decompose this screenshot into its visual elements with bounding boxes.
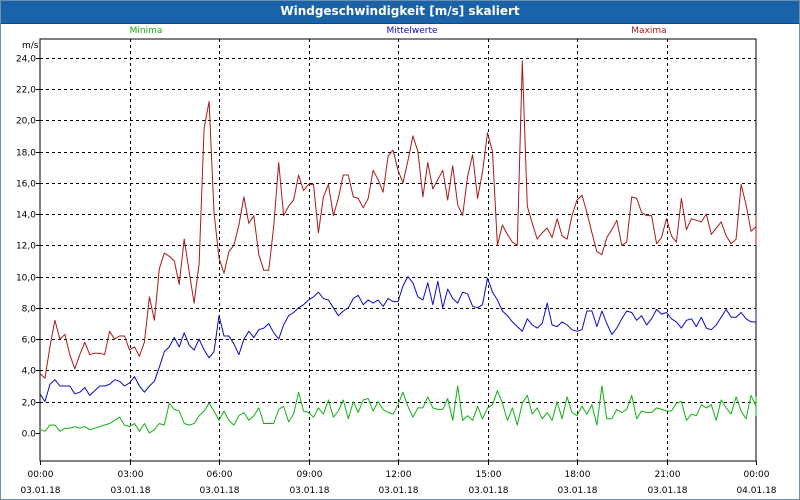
series-lines [39, 60, 757, 434]
axis-ticks: 0.0 2,0 4,0 6,0 8,0 10,0 12,0 14,0 16,0 18,0 20,0 2… [16, 55, 777, 497]
x-tick-date-label: 03.01.18 [647, 486, 687, 496]
y-tick-label: 18,0 [16, 149, 36, 159]
x-tick-date-label: 03.01.18 [199, 486, 239, 496]
y-tick-label: 14,0 [16, 211, 36, 221]
x-tick-time-label: 15:00 [476, 470, 502, 480]
series-line-mittelwerte [39, 276, 757, 403]
y-tick-label: 2,0 [22, 399, 37, 409]
x-tick-time-label: 18:00 [565, 470, 591, 480]
x-tick-time-label: 06:00 [207, 470, 233, 480]
x-tick-date-label: 03.01.18 [289, 486, 329, 496]
legend-item-mittelwerte: Mittelwerte [386, 26, 437, 36]
x-tick-time-label: 21:00 [655, 470, 681, 480]
y-tick-label: 8,0 [22, 305, 37, 315]
x-tick-date-label: 03.01.18 [468, 486, 508, 496]
legend: Minima Mittelwerte Maxima [130, 26, 667, 36]
x-tick-date-label: 03.01.18 [110, 486, 150, 496]
y-tick-label: 4,0 [22, 367, 37, 377]
y-tick-label: 10,0 [16, 274, 36, 284]
x-tick-time-label: 12:00 [386, 470, 412, 480]
series-line-minima [39, 385, 757, 434]
x-tick-time-label: 09:00 [297, 470, 323, 480]
legend-item-maxima: Maxima [631, 26, 666, 36]
x-tick-time-label: 00:00 [744, 470, 770, 480]
x-tick-date-label: 04.01.18 [736, 486, 776, 496]
y-tick-label: 0.0 [22, 430, 37, 440]
y-tick-label: 20,0 [16, 117, 36, 127]
y-tick-label: 6,0 [22, 336, 37, 346]
x-tick-time-label: 00:00 [28, 470, 54, 480]
series-line-maxima [39, 60, 757, 379]
x-tick-time-label: 03:00 [118, 470, 144, 480]
y-tick-label: 24,0 [16, 55, 36, 65]
x-tick-date-label: 03.01.18 [20, 486, 60, 496]
window-title: Windgeschwindigkeit [m/s] skaliert [280, 4, 520, 18]
x-tick-date-label: 03.01.18 [378, 486, 418, 496]
x-tick-date-label: 03.01.18 [557, 486, 597, 496]
window-titlebar[interactable]: Windgeschwindigkeit [m/s] skaliert [1, 1, 799, 24]
y-tick-label: 22,0 [16, 86, 36, 96]
y-axis-unit-label: m/s [22, 41, 39, 51]
y-tick-label: 12,0 [16, 242, 36, 252]
y-tick-label: 16,0 [16, 180, 36, 190]
legend-item-minima: Minima [130, 26, 163, 36]
grid-lines [40, 39, 756, 461]
